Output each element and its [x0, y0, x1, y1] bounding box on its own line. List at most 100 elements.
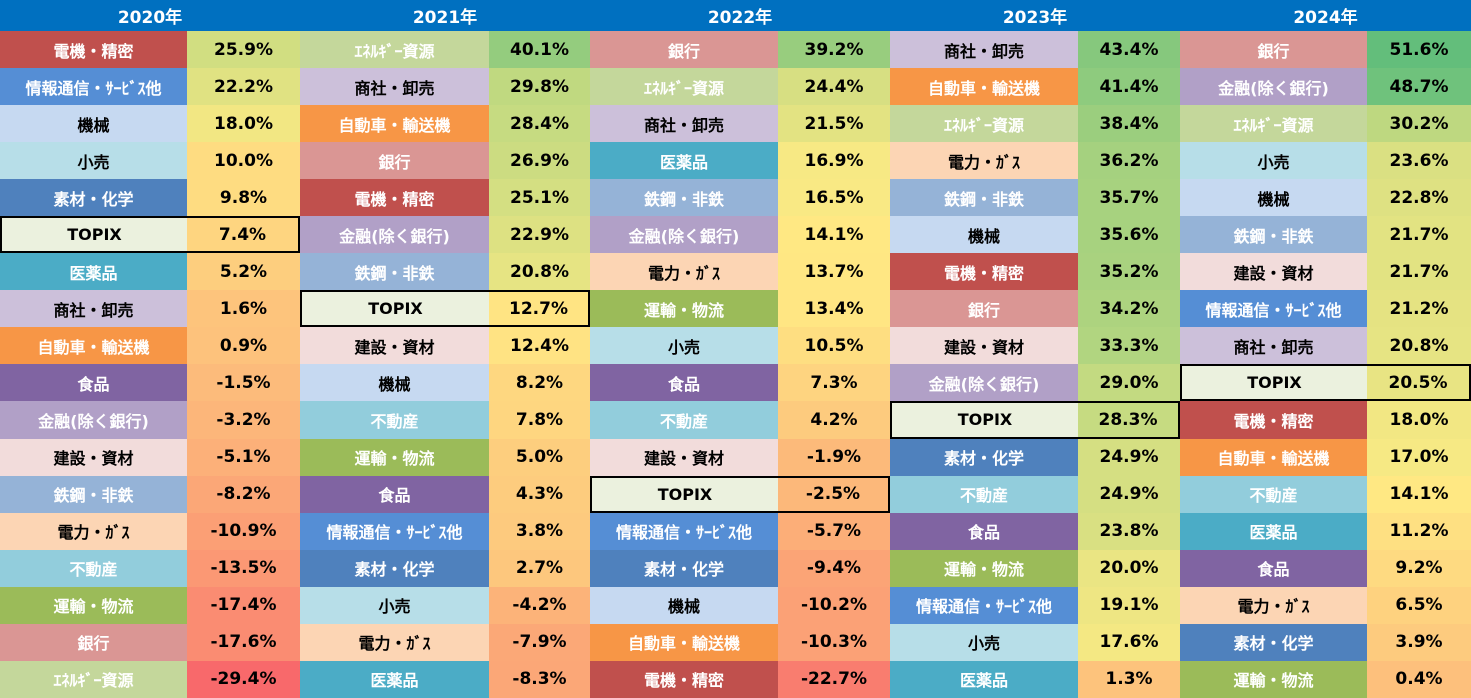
- sector-return-cell: 22.2%: [187, 68, 300, 106]
- sector-return-cell: 4.2%: [778, 401, 890, 439]
- sector-return-cell: 35.7%: [1078, 179, 1180, 217]
- sector-return-cell: 38.4%: [1078, 105, 1180, 143]
- sector-name-cell: 自動車・輸送機: [590, 623, 778, 661]
- sector-name-cell: 建設・資材: [590, 438, 778, 476]
- sector-return-cell: 24.9%: [1078, 438, 1180, 476]
- sector-name-cell: 機械: [590, 586, 778, 624]
- sector-return-cell: 1.6%: [187, 290, 300, 328]
- sector-name-cell: 不動産: [1180, 475, 1367, 513]
- sector-name-cell: 自動車・輸送機: [890, 68, 1078, 106]
- sector-return-cell: 11.2%: [1367, 512, 1471, 550]
- sector-return-cell: 16.9%: [778, 142, 890, 180]
- sector-name-cell: 小売: [1180, 142, 1367, 180]
- year-header: 2024年: [1180, 0, 1471, 31]
- sector-name-cell: 素材・化学: [0, 179, 187, 217]
- sector-name-cell: 建設・資材: [0, 438, 187, 476]
- sector-name-cell: 医薬品: [1180, 512, 1367, 550]
- sector-return-cell: 29.8%: [489, 68, 590, 106]
- sector-return-cell: 10.0%: [187, 142, 300, 180]
- sector-name-cell: 自動車・輸送機: [300, 105, 489, 143]
- sector-return-cell: -8.3%: [489, 660, 590, 698]
- sector-name-cell: 鉄鋼・非鉄: [890, 179, 1078, 217]
- sector-name-cell: 医薬品: [590, 142, 778, 180]
- sector-return-cell: 21.2%: [1367, 290, 1471, 328]
- sector-return-cell: -17.6%: [187, 623, 300, 661]
- sector-return-cell: 7.3%: [778, 364, 890, 402]
- sector-return-cell: 29.0%: [1078, 364, 1180, 402]
- sector-return-cell: 12.4%: [489, 327, 590, 365]
- sector-name-cell: 不動産: [0, 549, 187, 587]
- sector-name-cell: 鉄鋼・非鉄: [1180, 216, 1367, 254]
- sector-return-cell: 9.8%: [187, 179, 300, 217]
- sector-name-cell: 食品: [1180, 549, 1367, 587]
- sector-name-cell: 運輸・物流: [300, 438, 489, 476]
- sector-return-cell: 17.6%: [1078, 623, 1180, 661]
- sector-return-cell: 6.5%: [1367, 586, 1471, 624]
- sector-name-cell: 建設・資材: [300, 327, 489, 365]
- sector-return-cell: 0.9%: [187, 327, 300, 365]
- sector-name-cell: 医薬品: [890, 660, 1078, 698]
- sector-name-cell: 食品: [890, 512, 1078, 550]
- sector-return-cell: -1.9%: [778, 438, 890, 476]
- sector-name-cell: 情報通信・ｻｰﾋﾞｽ他: [890, 586, 1078, 624]
- sector-name-cell: 運輸・物流: [590, 290, 778, 328]
- sector-return-cell: 30.2%: [1367, 105, 1471, 143]
- sector-return-cell: 33.3%: [1078, 327, 1180, 365]
- sector-return-cell: -8.2%: [187, 475, 300, 513]
- sector-return-cell: 3.9%: [1367, 623, 1471, 661]
- sector-return-cell: 41.4%: [1078, 68, 1180, 106]
- sector-name-cell: 運輸・物流: [0, 586, 187, 624]
- sector-name-cell: 医薬品: [0, 253, 187, 291]
- sector-return-cell: 23.8%: [1078, 512, 1180, 550]
- sector-return-cell: 28.4%: [489, 105, 590, 143]
- sector-name-cell: 商社・卸売: [300, 68, 489, 106]
- sector-return-cell: -17.4%: [187, 586, 300, 624]
- year-header: 2022年: [590, 0, 890, 31]
- sector-name-cell: 小売: [0, 142, 187, 180]
- sector-return-cell: 35.6%: [1078, 216, 1180, 254]
- sector-return-cell: 25.9%: [187, 31, 300, 69]
- topix-return-cell: 28.3%: [1078, 401, 1180, 439]
- sector-name-cell: 電機・精密: [890, 253, 1078, 291]
- sector-name-cell: 素材・化学: [300, 549, 489, 587]
- sector-name-cell: 機械: [1180, 179, 1367, 217]
- sector-return-cell: 23.6%: [1367, 142, 1471, 180]
- sector-return-cell: 18.0%: [187, 105, 300, 143]
- sector-name-cell: 電機・精密: [1180, 401, 1367, 439]
- sector-name-cell: 鉄鋼・非鉄: [0, 475, 187, 513]
- sector-return-cell: 43.4%: [1078, 31, 1180, 69]
- sector-name-cell: 商社・卸売: [890, 31, 1078, 69]
- sector-name-cell: 運輸・物流: [1180, 660, 1367, 698]
- topix-name-cell: TOPIX: [590, 475, 778, 513]
- year-header: 2023年: [890, 0, 1180, 31]
- sector-return-cell: 40.1%: [489, 31, 590, 69]
- sector-name-cell: 情報通信・ｻｰﾋﾞｽ他: [590, 512, 778, 550]
- sector-return-cell: 1.3%: [1078, 660, 1180, 698]
- sector-return-cell: -3.2%: [187, 401, 300, 439]
- sector-name-cell: 商社・卸売: [0, 290, 187, 328]
- sector-name-cell: 食品: [300, 475, 489, 513]
- sector-name-cell: 小売: [300, 586, 489, 624]
- sector-return-cell: -5.7%: [778, 512, 890, 550]
- sector-return-cell: -7.9%: [489, 623, 590, 661]
- sector-return-cell: -10.3%: [778, 623, 890, 661]
- sector-return-cell: 3.8%: [489, 512, 590, 550]
- sector-name-cell: 金融(除く銀行): [890, 364, 1078, 402]
- sector-name-cell: ｴﾈﾙｷﾞｰ資源: [590, 68, 778, 106]
- sector-return-cell: 24.4%: [778, 68, 890, 106]
- sector-name-cell: 電力・ｶﾞｽ: [300, 623, 489, 661]
- sector-name-cell: 自動車・輸送機: [0, 327, 187, 365]
- topix-return-cell: -2.5%: [778, 475, 890, 513]
- sector-name-cell: 小売: [890, 623, 1078, 661]
- sector-return-cell: -13.5%: [187, 549, 300, 587]
- sector-return-cell: 21.7%: [1367, 216, 1471, 254]
- sector-return-cell: 14.1%: [1367, 475, 1471, 513]
- sector-return-cell: 8.2%: [489, 364, 590, 402]
- sector-name-cell: 不動産: [590, 401, 778, 439]
- sector-return-cell: 17.0%: [1367, 438, 1471, 476]
- sector-name-cell: 金融(除く銀行): [300, 216, 489, 254]
- sector-name-cell: 自動車・輸送機: [1180, 438, 1367, 476]
- sector-return-cell: 19.1%: [1078, 586, 1180, 624]
- sector-return-cell: -22.7%: [778, 660, 890, 698]
- sector-name-cell: 素材・化学: [890, 438, 1078, 476]
